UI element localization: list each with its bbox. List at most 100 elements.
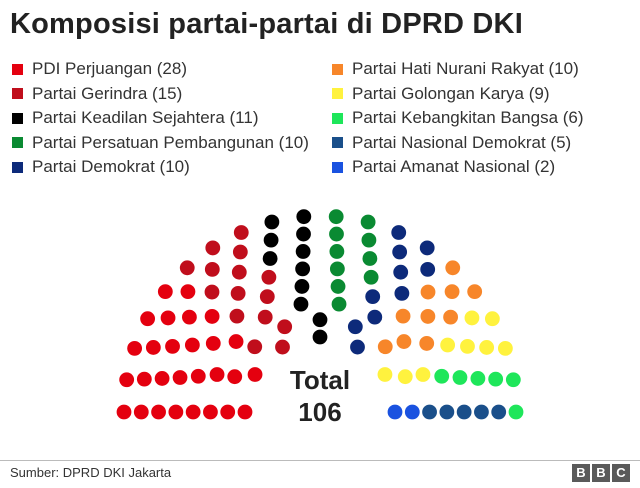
- seat-dot: [420, 261, 436, 277]
- seat-dot: [312, 312, 328, 328]
- legend-label: Partai Persatuan Pembangunan (10): [32, 132, 309, 152]
- seat-dot: [452, 370, 468, 385]
- seat-dot: [185, 404, 201, 420]
- seat-dot: [168, 404, 184, 420]
- seat-dot: [230, 285, 246, 301]
- seat-dot: [257, 309, 273, 325]
- legend-swatch: [332, 63, 343, 75]
- seat-dot: [393, 264, 409, 280]
- seat-dot: [180, 284, 196, 299]
- legend-swatch: [12, 88, 23, 99]
- seat-dot: [204, 261, 220, 277]
- seat-dot: [470, 371, 486, 386]
- seat-dot: [350, 339, 365, 355]
- legend-item: Partai Golongan Karya (9): [332, 83, 550, 105]
- seat-dot: [160, 310, 176, 326]
- seat-dot: [277, 319, 293, 335]
- legend-swatch: [332, 88, 343, 99]
- seat-dot: [227, 369, 243, 385]
- seat-dot: [184, 337, 200, 353]
- legend-swatch: [12, 63, 23, 75]
- seat-dot: [377, 367, 393, 382]
- legend: PDI Perjuangan (28) Partai Gerindra (15) P…: [12, 58, 632, 188]
- legend-label: Partai Demokrat (10): [32, 157, 190, 176]
- bbc-logo: B B C: [572, 464, 630, 482]
- seat-dot: [119, 372, 135, 388]
- seat-dot: [133, 404, 149, 420]
- seat-dot: [247, 367, 263, 382]
- seat-dot: [434, 368, 450, 384]
- seat-dot: [440, 337, 456, 353]
- seat-dot: [397, 369, 413, 385]
- seat-dot: [172, 370, 188, 385]
- seat-dot: [330, 279, 346, 294]
- seat-dot: [295, 244, 311, 259]
- seat-dot: [296, 226, 311, 242]
- legend-swatch: [12, 137, 23, 148]
- seat-dot: [505, 372, 521, 388]
- seat-dot: [263, 232, 279, 248]
- seat-dot: [404, 404, 420, 420]
- seat-dot: [456, 404, 472, 420]
- seat-dot: [190, 368, 206, 384]
- seat-dot: [347, 319, 363, 335]
- seat-dot: [508, 404, 524, 420]
- seat-dot: [237, 404, 253, 420]
- seat-dot: [474, 404, 489, 420]
- seat-dot: [145, 340, 161, 355]
- seat-dot: [329, 261, 345, 277]
- legend-item: Partai Demokrat (10): [12, 156, 190, 178]
- seat-dot: [365, 289, 381, 305]
- chart-title: Komposisi partai-partai di DPRD DKI: [10, 8, 523, 40]
- legend-item: Partai Gerindra (15): [12, 83, 182, 105]
- seat-dot: [140, 311, 156, 327]
- seat-dot: [363, 269, 379, 285]
- seat-dot: [392, 244, 408, 260]
- bbc-logo-letter: B: [572, 464, 590, 482]
- seat-dot: [264, 214, 280, 230]
- seat-dot: [233, 225, 249, 240]
- legend-item: PDI Perjuangan (28): [12, 58, 187, 80]
- total-label: Total 106: [260, 364, 380, 428]
- legend-label: Partai Nasional Demokrat (5): [352, 132, 572, 152]
- seat-dot: [229, 308, 245, 324]
- seat-dot: [460, 338, 475, 354]
- seat-dot: [360, 214, 376, 230]
- legend-label: Partai Golongan Karya (9): [352, 83, 550, 103]
- total-label-text: Total: [289, 365, 351, 395]
- seat-dot: [464, 310, 480, 326]
- seat-dot: [205, 240, 221, 256]
- seat-dot: [479, 340, 495, 355]
- legend-item: Partai Nasional Demokrat (5): [332, 132, 571, 154]
- seat-dot: [220, 404, 236, 420]
- seat-dot: [422, 404, 437, 420]
- seat-dot: [262, 251, 278, 266]
- seat-dot: [420, 309, 436, 324]
- seat-dot: [444, 284, 460, 299]
- seat-dot: [488, 371, 504, 387]
- seat-dot: [296, 209, 312, 225]
- legend-label: Partai Kebangkitan Bangsa (6): [352, 108, 584, 127]
- seat-dot: [293, 296, 309, 312]
- legend-swatch: [332, 137, 343, 148]
- seat-dot: [116, 404, 132, 420]
- bbc-logo-letter: B: [592, 464, 610, 482]
- seat-dot: [127, 340, 143, 356]
- seat-dot: [415, 367, 431, 382]
- seat-dot: [154, 371, 170, 386]
- seat-dot: [179, 260, 195, 276]
- bbc-logo-letter: C: [612, 464, 630, 482]
- seat-dot: [157, 284, 173, 300]
- seat-dot: [329, 226, 344, 242]
- seat-dot: [362, 251, 378, 266]
- seat-dot: [361, 232, 377, 248]
- parliament-seat-chart: [116, 209, 524, 420]
- legend-label: Partai Gerindra (15): [32, 83, 183, 103]
- footer-divider: [0, 460, 640, 461]
- seat-dot: [445, 260, 461, 276]
- seat-dot: [136, 371, 152, 387]
- legend-label: Partai Keadilan Sejahtera (11): [32, 108, 259, 127]
- seat-dot: [312, 329, 328, 345]
- seat-dot: [394, 285, 410, 301]
- seat-dot: [275, 339, 290, 355]
